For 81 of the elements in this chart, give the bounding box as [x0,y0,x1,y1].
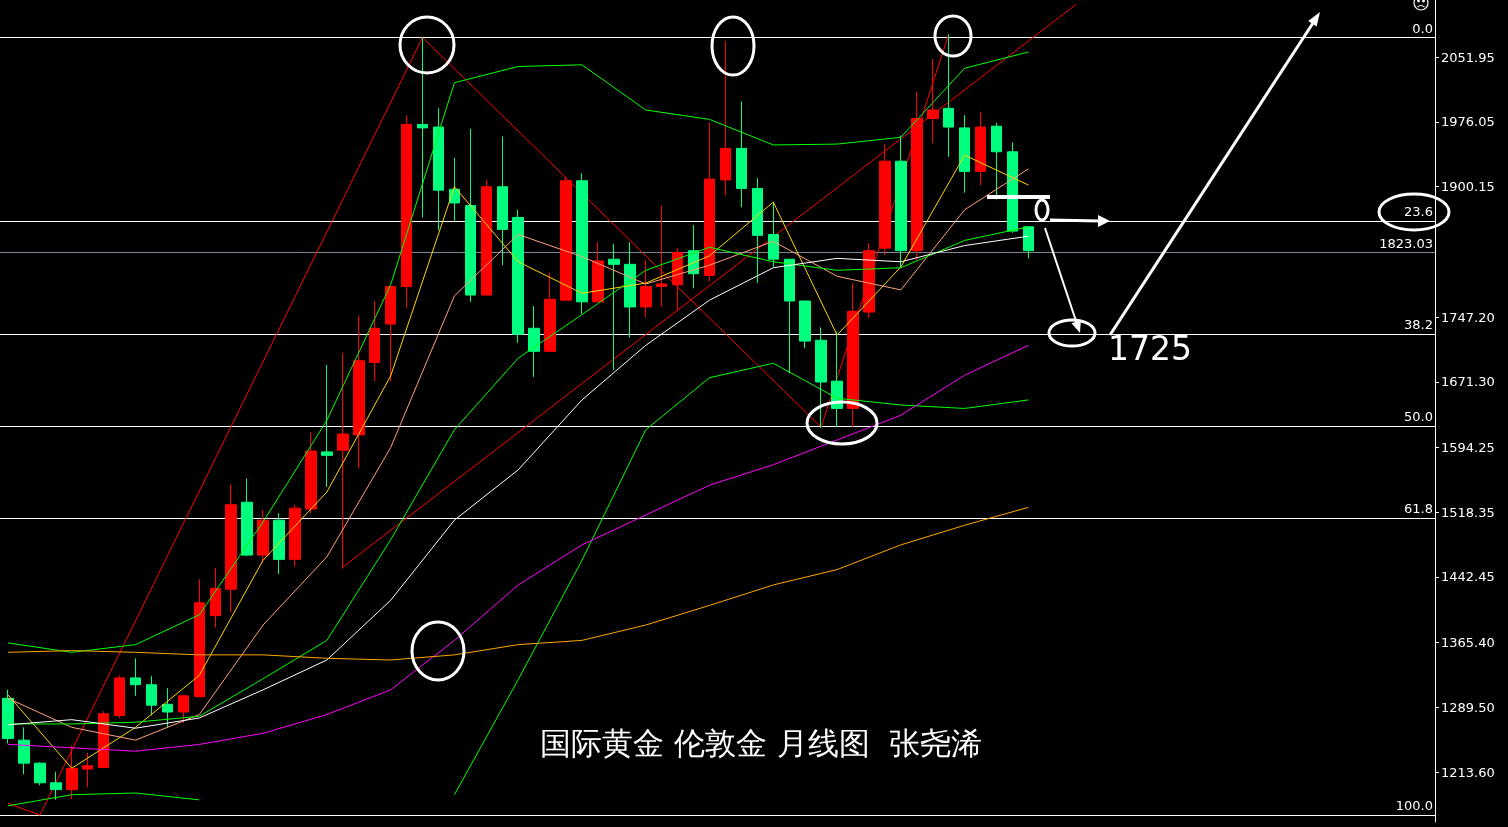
candlestick [18,726,30,775]
candlestick [210,567,221,629]
candlestick [560,176,572,302]
candlestick [2,689,14,745]
candlestick [752,177,763,284]
candlestick [959,114,970,194]
line-series [7,506,1029,661]
annotation: 23.6 [1404,203,1434,219]
candlestick [528,305,540,378]
ref-line-label: 1823.03 [1379,236,1433,252]
candlestick [289,504,301,567]
annotation: 0.0 [1412,20,1434,36]
y-tick-label: 2051.95 [1441,49,1495,65]
candlestick [799,300,811,349]
candlestick [784,258,795,374]
candlestick [879,143,891,256]
candlestick [50,771,62,801]
text: 国际黄金 伦敦金 月线图 张尧浠 [540,724,983,761]
candlestick [512,209,524,344]
candlestick [321,364,333,488]
candlestick [305,431,317,514]
candlestick [417,37,428,218]
y-tick-label: 1747.20 [1441,309,1495,325]
candlestick [720,40,731,196]
candlestick [768,202,779,268]
candlestick [576,172,588,315]
candlestick [704,122,715,282]
candlestick [241,477,253,557]
candlestick [481,179,492,297]
candlestick [608,243,620,371]
candlestick [975,111,986,186]
candlestick [369,300,380,382]
candlestick [847,282,859,428]
candlestick [911,91,923,261]
candlestick [194,578,205,698]
candlestick [34,761,46,786]
line-series [7,792,200,807]
annotation: 100.0 [1395,798,1433,814]
candlestick [1023,226,1034,259]
candlestick [656,205,667,308]
y-tick-label: 1442.45 [1441,569,1495,585]
candlestick [385,286,396,382]
candlestick [640,259,652,318]
candlestick [592,241,604,303]
candlestick [927,58,939,144]
candlestick [433,107,444,231]
y-tick-label: 1213.60 [1441,764,1495,780]
candlestick [497,135,508,266]
candlestick [273,512,285,575]
candlestick [465,128,476,303]
candlestick [736,100,747,208]
candlestick [66,744,78,800]
candlestick [130,657,141,697]
candlestick [114,674,125,719]
candlestick [991,122,1002,201]
y-tick-label: 1900.15 [1441,179,1495,195]
line-series [453,362,1029,796]
candlestick [815,326,827,429]
y-tick-label: 1976.05 [1441,114,1495,130]
candlestick [624,241,636,339]
annotation: 61.8 [1404,501,1434,517]
y-tick-label: 1671.30 [1441,374,1495,390]
y-tick-label: 1365.40 [1441,635,1495,651]
candlestick [178,695,189,724]
line-series [7,51,1029,653]
candlestick [401,114,412,309]
candlestick [943,33,954,158]
annotation: 1725 [1108,329,1192,368]
annotation: 50.0 [1404,409,1434,425]
y-tick-label: 1518.35 [1441,504,1495,520]
annotation: 38.2 [1404,317,1434,333]
y-tick-label: 1289.50 [1441,699,1495,715]
candlestick [162,687,173,728]
y-tick-label: 1594.25 [1441,439,1495,455]
candlestick [544,272,556,353]
candlestick [353,315,365,469]
candlestick [146,675,157,716]
candlestick [895,135,907,268]
candlestick [225,483,237,613]
candlestick [1007,141,1018,234]
candlestick [82,752,93,788]
